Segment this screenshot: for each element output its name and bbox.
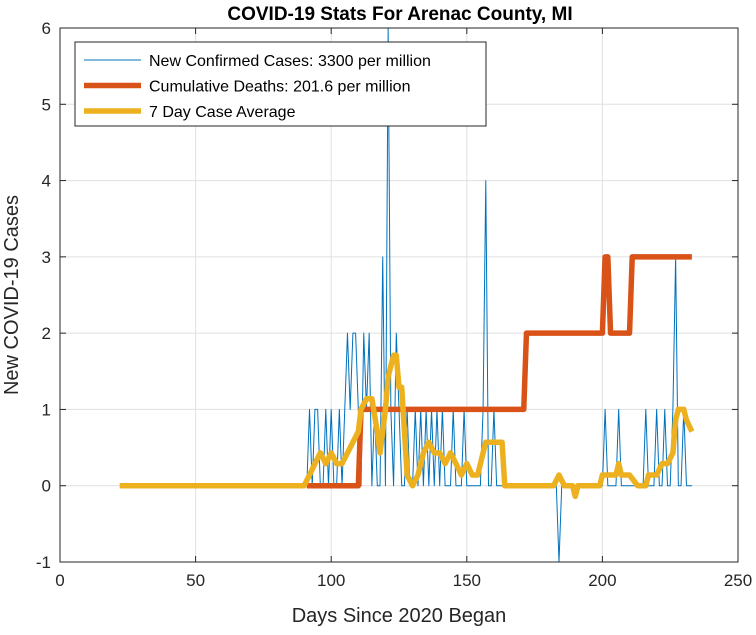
x-tick-label: 250 [724,571,752,590]
chart-title: COVID-19 Stats For Arenac County, MI [227,4,572,25]
x-tick-label: 50 [186,571,205,590]
x-tick-label: 0 [55,571,64,590]
series-cumulative-deaths [306,254,692,489]
y-tick-label: 6 [42,19,51,38]
y-tick-label: 5 [42,95,51,114]
legend: New Confirmed Cases: 3300 per million Cum… [74,41,487,127]
x-tick-label: 150 [453,571,481,590]
series-7-day-case-average [119,352,695,500]
x-axis-label: Days Since 2020 Began [292,605,507,627]
x-tick-label: 100 [317,571,345,590]
series-new-confirmed-cases [306,28,692,562]
y-tick-label: 1 [42,400,51,419]
legend-box [74,41,487,127]
legend-label: New Confirmed Cases: 3300 per million [149,53,431,70]
y-tick-label: 0 [42,477,51,496]
plot-frame [59,27,739,563]
axes [59,27,739,563]
y-tick-label: 4 [42,172,51,191]
x-tick-label: 200 [588,571,616,590]
legend-label: 7 Day Case Average [149,104,296,121]
y-tick-label: 3 [42,248,51,267]
y-axis-label: New COVID-19 Cases [1,195,23,395]
y-tick-label: 2 [42,324,51,343]
series-layer [119,28,695,562]
legend-label: Cumulative Deaths: 201.6 per million [149,79,410,96]
y-tick-label: -1 [36,553,51,572]
